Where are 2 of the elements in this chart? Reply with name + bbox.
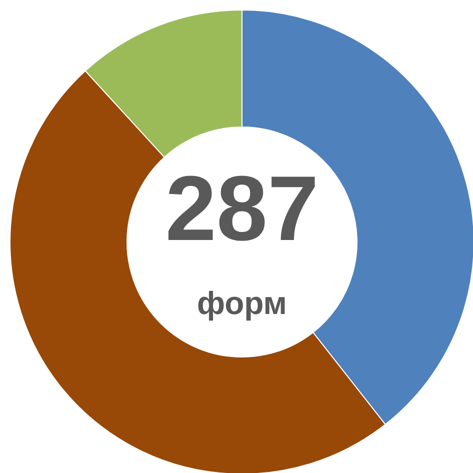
text: 287 [165, 158, 319, 260]
text: форм [197, 285, 287, 321]
